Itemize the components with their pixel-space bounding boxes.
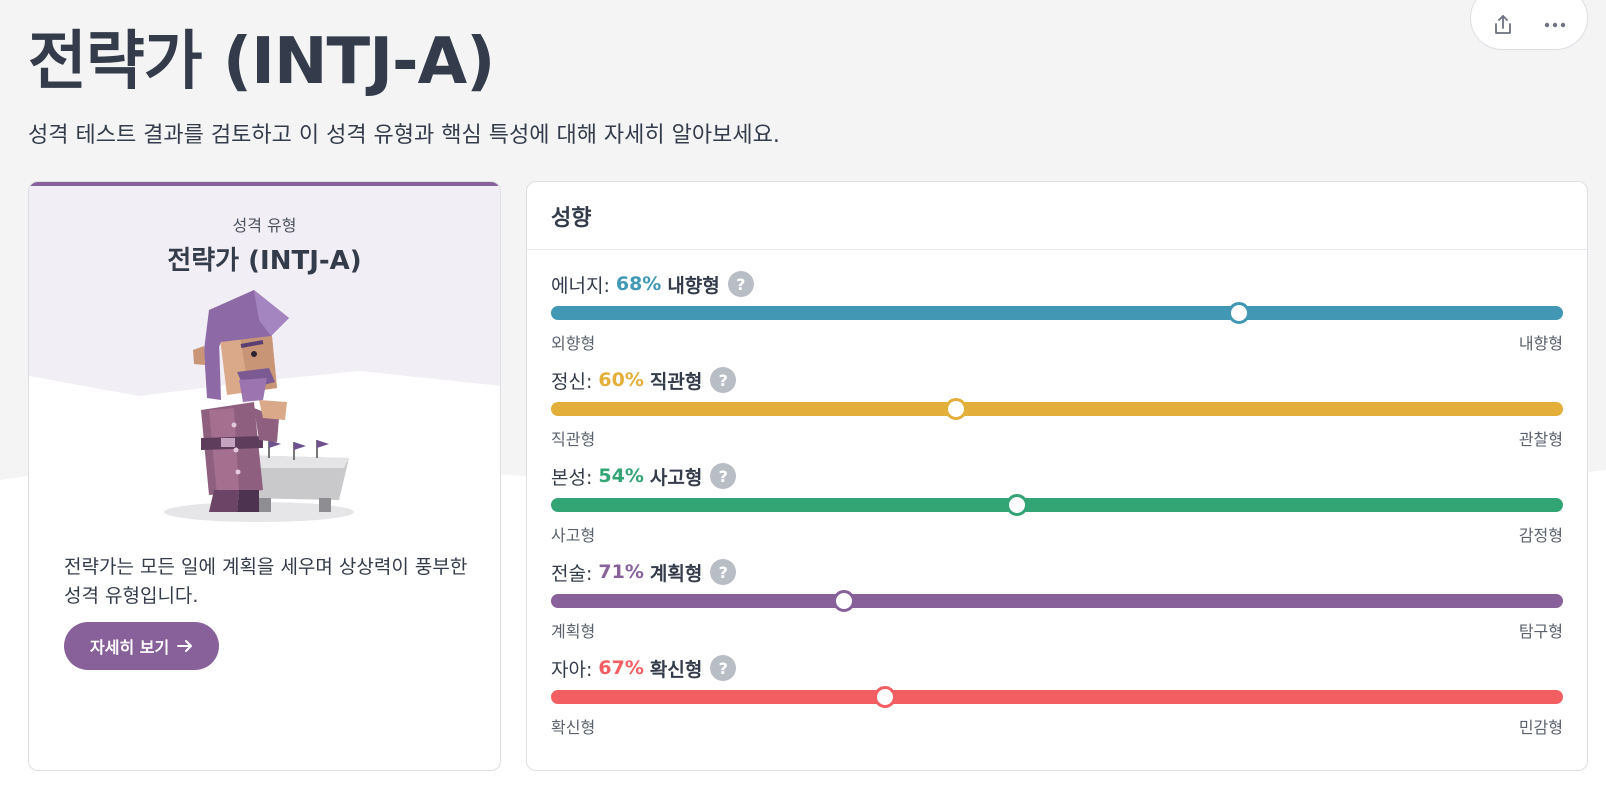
trait-left-pole: 사고형 [551,526,596,545]
page-title: 전략가 (INTJ-A) [28,25,495,99]
strategist-avatar [164,290,354,522]
trait-knob[interactable] [944,398,967,420]
trait-side: 확신형 [649,658,703,681]
trait-right-pole: 민감형 [1518,718,1563,737]
trait-mind: 정신: 60% 직관형 ? 직관형 관찰형 [551,366,1563,449]
help-icon[interactable]: ? [710,655,737,681]
trait-energy: 에너지: 68% 내향형 ? 외향형 내향형 [551,270,1563,353]
trait-left-pole: 확신형 [551,718,596,737]
trait-nature: 본성: 54% 사고형 ? 사고형 감정형 [551,462,1563,545]
trait-identity: 자아: 67% 확신형 ? 확신형 민감형 [551,654,1563,737]
trait-percent: 60% [598,369,644,391]
trait-percent: 67% [598,657,644,679]
trait-left-pole: 외향형 [551,334,596,353]
trait-bar [551,594,1563,608]
learn-more-label: 자세히 보기 [90,638,170,657]
trait-right-pole: 감정형 [1518,526,1563,545]
help-icon[interactable]: ? [710,367,737,393]
trait-left-pole: 직관형 [551,430,596,449]
trait-knob[interactable] [873,686,896,708]
trait-percent: 68% [615,273,662,295]
type-label: 성격 유형 [232,216,297,235]
trait-name: 에너지: [551,274,610,297]
traits-title: 성향 [551,205,592,231]
trait-name: 전술: [551,562,593,585]
trait-name: 본성: [551,466,593,489]
trait-name: 정신: [551,370,593,393]
traits-card: 성향 에너지: 68% 내향형 ? 외향형 내향형 정신: 60% 직관형 ? … [526,181,1588,771]
trait-knob[interactable] [833,590,856,612]
trait-tactics: 전술: 71% 계획형 ? 계획형 탐구형 [551,558,1563,641]
trait-bar [551,402,1563,416]
help-icon[interactable]: ? [710,559,737,585]
trait-percent: 54% [598,465,644,487]
more-icon[interactable] [1542,12,1568,38]
trait-bar [551,306,1563,320]
trait-right-pole: 내향형 [1518,334,1563,353]
type-name: 전략가 (INTJ-A) [167,246,362,276]
trait-bar [551,498,1563,512]
trait-title: 에너지: 68% 내향형 ? [551,270,754,298]
trait-side: 직관형 [649,370,703,393]
trait-title: 전술: 71% 계획형 ? [551,558,737,586]
trait-side: 계획형 [649,562,703,585]
trait-title: 본성: 54% 사고형 ? [551,462,737,490]
card-hero: 성격 유형 전략가 (INTJ-A) [29,186,500,546]
trait-side: 내향형 [667,274,720,297]
card-accent-bar [29,182,500,186]
traits-header: 성향 [527,182,1587,250]
personality-type-card: 성격 유형 전략가 (INTJ-A) [28,181,501,771]
trait-right-pole: 관찰형 [1518,430,1563,449]
page-actions [1470,0,1588,50]
trait-name: 자아: [551,658,593,681]
trait-side: 사고형 [649,466,703,489]
help-icon[interactable]: ? [727,271,754,297]
trait-knob[interactable] [1228,302,1251,324]
trait-left-pole: 계획형 [551,622,596,641]
page-subtitle: 성격 테스트 결과를 검토하고 이 성격 유형과 핵심 특성에 대해 자세히 알… [28,123,780,148]
type-description: 전략가는 모든 일에 계획을 세우며 상상력이 풍부한 성격 유형입니다. [64,556,468,607]
trait-percent: 71% [598,561,644,583]
trait-knob[interactable] [1005,494,1028,516]
trait-title: 정신: 60% 직관형 ? [551,366,737,394]
share-icon[interactable] [1490,12,1516,38]
learn-more-button[interactable]: 자세히 보기 [64,622,220,670]
help-icon[interactable]: ? [710,463,737,489]
trait-title: 자아: 67% 확신형 ? [551,654,737,682]
trait-right-pole: 탐구형 [1518,622,1563,641]
arrow-right-icon [177,640,193,652]
trait-bar [551,690,1563,704]
